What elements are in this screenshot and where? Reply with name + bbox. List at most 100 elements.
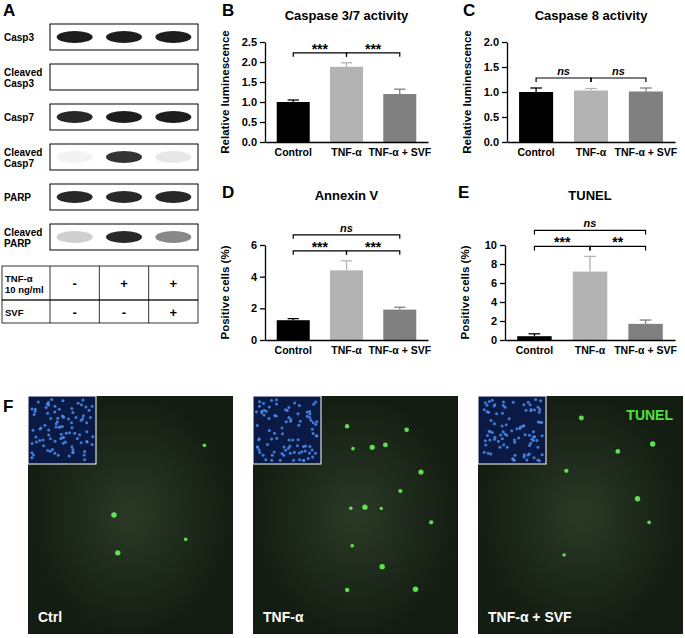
dapi-nucleus [312,432,315,435]
tunel-positive-cell [349,506,353,510]
dapi-nucleus [530,438,533,441]
blot-strip [50,24,198,50]
dapi-nucleus [258,451,261,454]
dapi-nucleus [311,428,314,431]
dapi-nucleus [487,452,490,455]
condition-label-line: SVF [5,307,24,318]
condition-label: TNF-α10 ng/ml [5,273,44,295]
bar [277,320,310,340]
y-tick-label: 4 [491,296,498,308]
x-axis-line [266,142,429,143]
blot-band [57,31,93,43]
tunel-positive-cell [379,564,384,569]
plot-marks [519,88,663,142]
bar [277,102,310,142]
x-axis-line [508,142,676,143]
dapi-nucleus [536,458,539,461]
dapi-nucleus [262,454,265,457]
dapi-nucleus [80,419,83,422]
y-tick-mark [500,245,505,246]
dapi-nucleus [493,422,496,425]
y-axis-title: Positive cells (%) [219,245,231,339]
dapi-nucleus [256,424,259,427]
tunel-positive-cell [398,489,402,493]
y-axis-line [507,43,508,143]
dapi-nucleus [258,437,261,440]
y-tick-mark [260,122,265,123]
dapi-nucleus [537,421,540,424]
condition-label-line: 10 ng/ml [5,284,44,295]
bar [330,67,363,142]
dapi-nucleus [308,416,311,419]
bar [629,92,663,143]
dapi-nucleus [86,440,89,443]
error-bar [529,334,541,336]
dapi-nucleus [264,458,267,461]
y-axis-line [505,246,506,341]
dapi-nucleus [55,426,58,429]
plot-marks [277,261,417,340]
y-tick: 1.0 [242,96,265,108]
error-bar-cap [341,62,352,63]
condition-cell-divider [148,266,149,300]
dapi-nucleus [61,399,64,402]
x-tick-label: TNF-α [575,344,606,356]
tunel-positive-cell [429,520,433,524]
dapi-nucleus [529,409,532,412]
dapi-nucleus [484,401,487,404]
dapi-nucleus [271,454,274,457]
y-tick: 1.5 [242,76,265,88]
tunel-positive-cell [579,415,584,420]
dapi-nucleus [73,432,76,435]
dapi-nucleus [486,410,489,413]
dapi-nucleus [289,452,292,455]
dapi-nucleus [279,459,282,462]
dapi-nucleus [519,425,522,428]
tunel-positive-cell [350,544,354,548]
blot-strip [50,224,198,250]
x-axis-line [266,340,429,341]
dapi-nucleus [541,434,544,437]
error-bar-stem [399,89,400,94]
y-tick-label: 0.5 [242,116,257,128]
dapi-nucleus [85,440,88,443]
y-tick: 6 [491,277,505,289]
dapi-nucleus [493,438,496,441]
dapi-nucleus [517,436,520,439]
dapi-nucleus [302,459,305,462]
y-tick-mark [260,277,265,278]
dapi-nucleus [484,439,487,442]
tunel-positive-cell [345,588,349,592]
y-tick-mark [500,321,505,322]
y-tick-label: 10 [485,239,497,251]
significance-label: ** [612,234,623,250]
dapi-nucleus [488,430,491,433]
chart-title: TUNEL [568,188,611,203]
error-bar [341,63,352,67]
condition-cell-divider [50,300,51,323]
y-axis-title: Relative luminescence [461,30,473,153]
stain-label: TUNEL [626,407,673,423]
dapi-nucleus [306,415,309,418]
bar [383,94,416,142]
blot-band [106,151,142,163]
dapi-nucleus [281,432,284,435]
error-bar-stem [346,261,347,271]
blot-band [106,231,142,243]
x-tick: TNF-α + SVF [368,142,431,158]
dapi-nucleus [501,412,504,415]
x-tick-label: TNF-α [331,146,362,158]
dapi-nucleus [528,444,531,447]
bar [330,270,363,340]
condition-cell-divider [148,300,149,323]
dapi-nucleus [85,430,88,433]
dapi-nucleus [292,459,295,462]
dapi-nucleus [83,450,86,453]
blot-band [155,151,191,163]
dapi-nucleus [54,440,57,443]
dapi-nucleus [281,426,284,429]
tunel-positive-cell [115,550,120,555]
dapi-nucleus [42,444,45,447]
tunel-positive-cell [562,553,565,556]
dapi-nucleus [538,411,541,414]
